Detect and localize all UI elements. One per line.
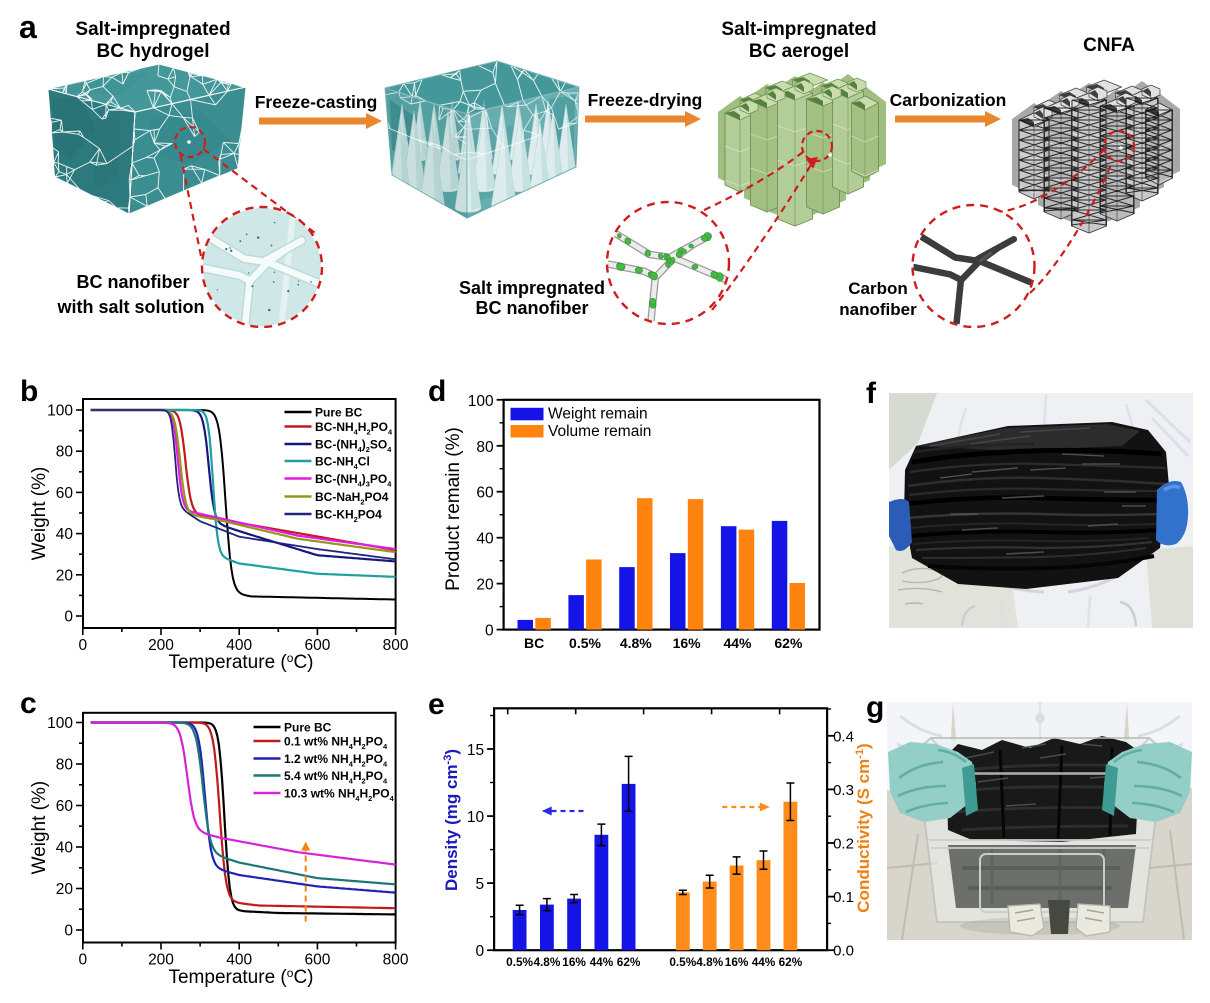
svg-text:Density (mg cm-3): Density (mg cm-3) — [442, 749, 461, 891]
svg-text:20: 20 — [56, 881, 74, 898]
svg-text:62%: 62% — [774, 635, 803, 651]
svg-text:600: 600 — [304, 637, 330, 654]
svg-text:b: b — [20, 375, 38, 408]
svg-text:40: 40 — [56, 840, 74, 857]
svg-text:Pure BC: Pure BC — [315, 406, 363, 420]
svg-text:BC-NH4H2PO4: BC-NH4H2PO4 — [315, 420, 393, 437]
svg-text:40: 40 — [56, 526, 74, 543]
svg-text:16%: 16% — [673, 635, 702, 651]
svg-text:BC-(NH4)2SO4: BC-(NH4)2SO4 — [315, 438, 392, 455]
svg-text:10.3 wt% NH4H2PO4: 10.3 wt% NH4H2PO4 — [284, 787, 395, 804]
svg-text:Conductivity (S cm-1): Conductivity (S cm-1) — [854, 743, 873, 912]
svg-text:BC hydrogel: BC hydrogel — [97, 41, 210, 62]
svg-text:Carbonization: Carbonization — [890, 90, 1007, 110]
svg-text:BC nanofiber: BC nanofiber — [76, 272, 189, 292]
svg-text:Product remain (%): Product remain (%) — [443, 427, 464, 591]
svg-text:Weight (%): Weight (%) — [29, 781, 50, 875]
svg-text:16%: 16% — [562, 955, 586, 969]
svg-text:5: 5 — [475, 876, 484, 893]
svg-text:44%: 44% — [752, 955, 776, 969]
svg-text:100: 100 — [47, 715, 73, 732]
svg-text:16%: 16% — [725, 955, 749, 969]
svg-text:0: 0 — [64, 923, 73, 940]
svg-text:BC-KH2PO4: BC-KH2PO4 — [315, 508, 382, 525]
svg-text:0.3: 0.3 — [833, 782, 854, 799]
svg-text:60: 60 — [476, 485, 494, 502]
svg-text:BC aerogel: BC aerogel — [749, 41, 849, 62]
svg-text:0: 0 — [64, 609, 73, 626]
svg-text:4.8%: 4.8% — [620, 635, 652, 651]
svg-text:0.1: 0.1 — [833, 889, 854, 906]
svg-text:600: 600 — [304, 952, 330, 969]
svg-text:e: e — [428, 688, 445, 721]
svg-text:Freeze-drying: Freeze-drying — [588, 90, 703, 110]
svg-text:with salt solution: with salt solution — [57, 297, 205, 317]
svg-text:g: g — [866, 691, 884, 724]
svg-text:a: a — [19, 9, 37, 45]
svg-text:400: 400 — [226, 637, 252, 654]
svg-text:62%: 62% — [779, 955, 803, 969]
svg-text:BC nanofiber: BC nanofiber — [475, 298, 588, 318]
svg-text:40: 40 — [476, 531, 494, 548]
svg-text:BC-NH4Cl: BC-NH4Cl — [315, 455, 370, 472]
svg-text:Carbon: Carbon — [848, 279, 908, 298]
svg-text:f: f — [866, 377, 877, 410]
svg-text:0.5%: 0.5% — [569, 635, 601, 651]
svg-text:60: 60 — [56, 485, 74, 502]
svg-text:0.0: 0.0 — [833, 943, 854, 960]
svg-text:1.2 wt% NH4H2PO4: 1.2 wt% NH4H2PO4 — [284, 752, 388, 769]
svg-text:Weight remain: Weight remain — [548, 406, 648, 423]
svg-text:c: c — [20, 687, 37, 720]
svg-text:Salt impregnated: Salt impregnated — [459, 278, 605, 298]
svg-text:5.4 wt% NH4H2PO4: 5.4 wt% NH4H2PO4 — [284, 769, 388, 786]
svg-text:0: 0 — [78, 952, 87, 969]
svg-text:20: 20 — [476, 577, 494, 594]
svg-text:Salt-impregnated: Salt-impregnated — [721, 19, 876, 40]
svg-text:80: 80 — [56, 444, 74, 461]
svg-text:100: 100 — [468, 393, 494, 410]
svg-text:0: 0 — [78, 637, 87, 654]
svg-text:0.1 wt% NH4H2PO4: 0.1 wt% NH4H2PO4 — [284, 735, 388, 752]
svg-text:Salt-impregnated: Salt-impregnated — [75, 19, 230, 40]
svg-text:4.8%: 4.8% — [696, 955, 723, 969]
svg-text:10: 10 — [467, 809, 485, 826]
svg-text:BC: BC — [524, 635, 544, 651]
svg-text:400: 400 — [226, 952, 252, 969]
svg-text:80: 80 — [56, 757, 74, 774]
svg-text:15: 15 — [467, 742, 484, 759]
svg-text:0.2: 0.2 — [833, 836, 854, 853]
svg-text:Pure BC: Pure BC — [284, 721, 332, 735]
svg-text:62%: 62% — [617, 955, 641, 969]
svg-text:44%: 44% — [723, 635, 752, 651]
svg-text:nanofiber: nanofiber — [839, 300, 917, 319]
svg-text:800: 800 — [383, 952, 409, 969]
svg-text:0.5%: 0.5% — [669, 955, 696, 969]
svg-text:60: 60 — [56, 798, 74, 815]
svg-text:0: 0 — [485, 623, 494, 640]
svg-text:20: 20 — [56, 567, 74, 584]
svg-text:Weight (%): Weight (%) — [29, 467, 50, 561]
svg-text:0: 0 — [475, 943, 484, 960]
svg-text:44%: 44% — [590, 955, 614, 969]
svg-text:CNFA: CNFA — [1083, 35, 1135, 56]
svg-text:0.4: 0.4 — [833, 728, 854, 745]
svg-text:Temperature (oC): Temperature (oC) — [168, 966, 313, 988]
svg-text:200: 200 — [148, 952, 174, 969]
svg-text:0.5%: 0.5% — [506, 955, 533, 969]
svg-text:200: 200 — [148, 637, 174, 654]
svg-text:Volume remain: Volume remain — [548, 423, 651, 440]
svg-text:BC-(NH4)3PO4: BC-(NH4)3PO4 — [315, 472, 392, 489]
svg-text:Temperature (oC): Temperature (oC) — [168, 651, 313, 673]
svg-text:4.8%: 4.8% — [533, 955, 560, 969]
svg-text:800: 800 — [383, 637, 409, 654]
svg-text:80: 80 — [476, 439, 494, 456]
svg-text:BC-NaH2PO4: BC-NaH2PO4 — [315, 490, 389, 507]
svg-text:Freeze-casting: Freeze-casting — [255, 92, 378, 112]
svg-text:d: d — [428, 375, 446, 408]
svg-text:100: 100 — [47, 403, 73, 420]
